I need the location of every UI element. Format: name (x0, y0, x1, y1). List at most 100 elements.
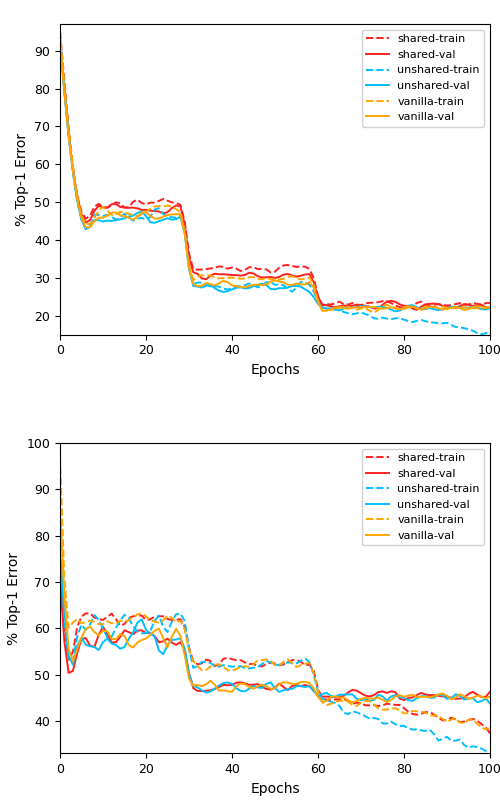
vanilla-val (362, 302, 368, 312)
shared-train (487, 298, 493, 308)
vanilla-train (315, 296, 321, 306)
unshared-val (358, 301, 364, 311)
vanilla-val (57, 35, 63, 45)
vanilla-val (324, 306, 330, 316)
Line: vanilla-val: vanilla-val (60, 508, 490, 702)
unshared-val (380, 692, 386, 701)
Line: vanilla-val: vanilla-val (60, 40, 490, 311)
vanilla-train (482, 724, 488, 734)
Line: shared-train: shared-train (60, 573, 490, 733)
shared-val (57, 35, 63, 45)
shared-train (164, 614, 170, 624)
unshared-val (358, 696, 364, 706)
vanilla-val (255, 681, 261, 691)
unshared-train (315, 687, 321, 697)
unshared-train (358, 709, 364, 718)
Y-axis label: % Top-1 Error: % Top-1 Error (14, 133, 28, 226)
unshared-train (164, 211, 170, 221)
shared-val (315, 292, 321, 302)
unshared-val (87, 222, 93, 232)
Line: unshared-val: unshared-val (60, 554, 490, 703)
unshared-val (487, 304, 493, 313)
unshared-val (380, 302, 386, 312)
shared-val (57, 573, 63, 582)
shared-val (87, 641, 93, 650)
unshared-val (315, 299, 321, 309)
unshared-val (87, 642, 93, 651)
vanilla-val (487, 692, 493, 701)
shared-train (57, 568, 63, 578)
vanilla-train (87, 616, 93, 625)
vanilla-train (315, 686, 321, 696)
unshared-val (392, 306, 398, 316)
vanilla-train (358, 698, 364, 708)
Legend: shared-train, shared-val, unshared-train, unshared-val, vanilla-train, vanilla-v: shared-train, shared-val, unshared-train… (362, 449, 484, 545)
unshared-train (164, 627, 170, 637)
vanilla-train (487, 302, 493, 312)
unshared-train (358, 308, 364, 318)
vanilla-train (384, 300, 390, 309)
unshared-train (380, 718, 386, 728)
unshared-train (57, 544, 63, 554)
shared-val (164, 207, 170, 217)
shared-train (255, 264, 261, 274)
vanilla-train (255, 274, 261, 284)
vanilla-train (57, 27, 63, 36)
shared-val (401, 695, 407, 705)
unshared-train (487, 750, 493, 760)
shared-train (380, 296, 386, 306)
unshared-val (487, 698, 493, 708)
shared-val (87, 215, 93, 225)
vanilla-train (87, 219, 93, 228)
shared-val (255, 271, 261, 281)
shared-val (358, 688, 364, 698)
shared-val (414, 305, 420, 314)
vanilla-val (164, 642, 170, 652)
unshared-train (380, 313, 386, 322)
unshared-train (315, 297, 321, 307)
vanilla-val (362, 693, 368, 702)
Line: vanilla-train: vanilla-train (60, 32, 490, 313)
vanilla-train (371, 308, 377, 318)
shared-val (487, 304, 493, 313)
shared-val (380, 300, 386, 309)
shared-val (315, 690, 321, 700)
unshared-val (315, 691, 321, 701)
vanilla-val (350, 697, 356, 707)
shared-val (358, 301, 364, 310)
shared-train (380, 701, 386, 710)
vanilla-train (358, 304, 364, 313)
Line: shared-train: shared-train (60, 32, 490, 307)
Line: shared-val: shared-val (60, 40, 490, 309)
unshared-val (164, 214, 170, 224)
Line: unshared-val: unshared-val (60, 36, 490, 311)
vanilla-val (164, 211, 170, 220)
unshared-val (255, 280, 261, 290)
shared-val (164, 634, 170, 644)
unshared-train (487, 326, 493, 335)
unshared-train (57, 35, 63, 45)
vanilla-val (57, 503, 63, 513)
shared-train (358, 698, 364, 708)
unshared-train (255, 283, 261, 292)
unshared-val (57, 549, 63, 559)
vanilla-val (384, 303, 390, 313)
vanilla-val (315, 297, 321, 307)
vanilla-val (315, 692, 321, 701)
vanilla-val (87, 223, 93, 232)
vanilla-val (87, 621, 93, 631)
unshared-val (164, 641, 170, 650)
vanilla-train (487, 723, 493, 733)
Legend: shared-train, shared-val, unshared-train, unshared-val, vanilla-train, vanilla-v: shared-train, shared-val, unshared-train… (362, 30, 484, 126)
shared-val (487, 687, 493, 697)
Line: unshared-train: unshared-train (60, 549, 490, 755)
unshared-train (255, 663, 261, 672)
X-axis label: Epochs: Epochs (250, 363, 300, 377)
vanilla-val (255, 279, 261, 289)
unshared-val (57, 31, 63, 40)
Line: shared-val: shared-val (60, 578, 490, 700)
shared-train (396, 302, 402, 312)
shared-train (255, 661, 261, 671)
shared-val (255, 680, 261, 689)
Y-axis label: % Top-1 Error: % Top-1 Error (7, 552, 21, 645)
